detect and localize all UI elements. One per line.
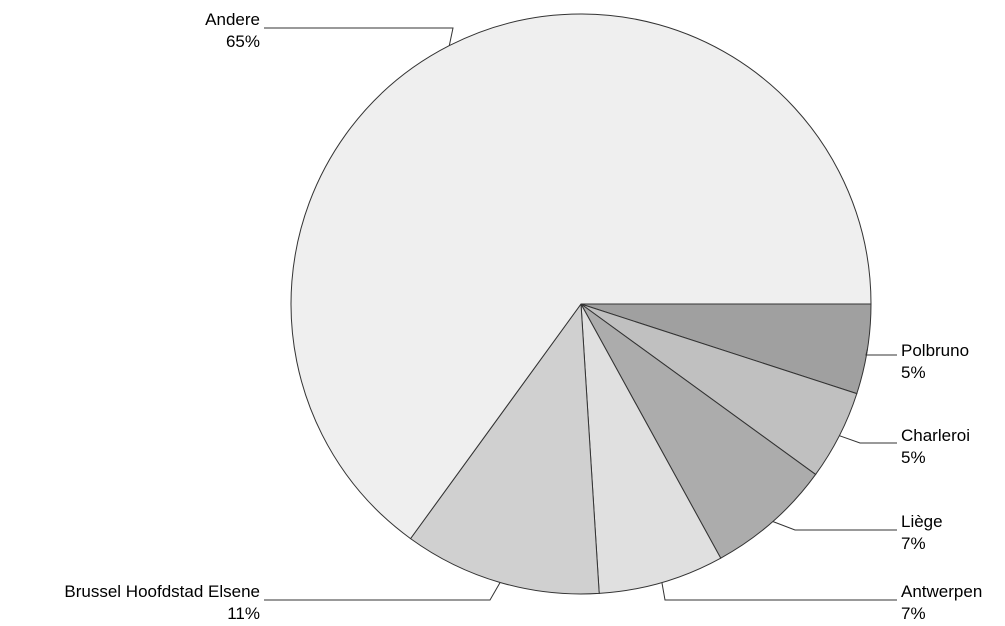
slice-value-andere: 65% <box>226 32 260 51</box>
slice-value-polbruno: 5% <box>901 363 926 382</box>
slice-value-charleroi: 5% <box>901 448 926 467</box>
slice-label-charleroi: Charleroi <box>901 426 970 445</box>
slice-brussel-hoofdstad-elsene <box>409 302 600 595</box>
leader-line-charleroi <box>839 435 897 444</box>
pie-slices <box>290 13 872 595</box>
slice-label-polbruno: Polbruno <box>901 341 969 360</box>
slice-label-brussel-hoofdstad-elsene: Brussel Hoofdstad Elsene <box>64 582 260 601</box>
slice-value-li-ge: 7% <box>901 534 926 553</box>
leader-line-brussel-hoofdstad-elsene <box>264 582 501 601</box>
slice-value-antwerpen: 7% <box>901 604 926 623</box>
slice-labels: Polbruno 5% Charleroi 5% Liège 7% Antwerpen 7% B… <box>64 10 982 623</box>
slice-label-li-ge: Liège <box>901 512 943 531</box>
leader-line-polbruno <box>865 349 897 356</box>
slice-antwerpen <box>580 303 722 594</box>
leader-line-li-ge <box>772 521 897 531</box>
slice-label-antwerpen: Antwerpen <box>901 582 982 601</box>
slice-li-ge <box>580 303 817 559</box>
leader-line-andere <box>264 27 454 46</box>
slice-label-andere: Andere <box>205 10 260 29</box>
leader-line-antwerpen <box>661 582 897 601</box>
slice-value-brussel-hoofdstad-elsene: 11% <box>227 604 260 623</box>
leader-lines <box>264 27 897 601</box>
